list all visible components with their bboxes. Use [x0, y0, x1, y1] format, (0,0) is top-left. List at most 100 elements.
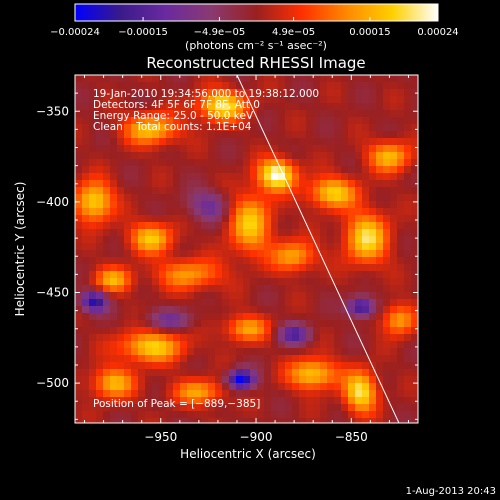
heatmap-cell [306, 271, 314, 279]
heatmap-cell [327, 187, 335, 195]
heatmap-cell [376, 334, 384, 342]
heatmap-cell [376, 362, 384, 370]
heatmap-cell [313, 173, 321, 181]
heatmap-cell [229, 236, 237, 244]
heatmap-cell [355, 313, 363, 321]
heatmap-cell [369, 264, 377, 272]
heatmap-cell [341, 138, 349, 146]
heatmap-cell [89, 89, 97, 97]
heatmap-cell [215, 89, 223, 97]
heatmap-cell [124, 159, 132, 167]
heatmap-cell [404, 103, 412, 111]
heatmap-cell [152, 271, 160, 279]
heatmap-cell [355, 376, 363, 384]
heatmap-cell [292, 271, 300, 279]
heatmap-cell [341, 313, 349, 321]
heatmap-cell [404, 138, 412, 146]
heatmap-cell [285, 187, 293, 195]
heatmap-cell [271, 292, 279, 300]
heatmap-cell [194, 159, 202, 167]
heatmap-cell [173, 369, 181, 377]
heatmap-cell [404, 327, 412, 335]
heatmap-cell [187, 89, 195, 97]
heatmap-cell [201, 299, 209, 307]
heatmap-cell [159, 341, 167, 349]
heatmap-cell [222, 117, 230, 125]
heatmap-cell [348, 194, 356, 202]
heatmap-cell [348, 369, 356, 377]
heatmap-cell [299, 187, 307, 195]
heatmap-cell [96, 96, 104, 104]
heatmap-cell [208, 404, 216, 412]
heatmap-cell [362, 299, 370, 307]
heatmap-cell [348, 145, 356, 153]
heatmap-cell [355, 103, 363, 111]
heatmap-cell [285, 180, 293, 188]
heatmap-cell [383, 250, 391, 258]
heatmap-cell [411, 397, 418, 405]
heatmap-cell [348, 348, 356, 356]
heatmap-cell [194, 173, 202, 181]
heatmap-cell [75, 376, 83, 384]
heatmap-cell [383, 292, 391, 300]
heatmap-cell [257, 138, 265, 146]
heatmap-cell [397, 369, 405, 377]
heatmap-cell [369, 306, 377, 314]
heatmap-cell [75, 159, 83, 167]
heatmap-cell [397, 208, 405, 216]
heatmap-cell [208, 355, 216, 363]
heatmap-cell [376, 278, 384, 286]
heatmap-cell [166, 278, 174, 286]
heatmap-cell [180, 292, 188, 300]
heatmap-cell [404, 292, 412, 300]
heatmap-cell [201, 103, 209, 111]
heatmap-cell [250, 348, 258, 356]
heatmap-cell [138, 397, 146, 405]
heatmap-cell [75, 103, 83, 111]
heatmap-cell [313, 124, 321, 132]
heatmap-cell [397, 355, 405, 363]
heatmap-cell [334, 131, 342, 139]
heatmap-cell [341, 110, 349, 118]
heatmap-cell [313, 201, 321, 209]
heatmap-cell [327, 250, 335, 258]
heatmap-cell [75, 222, 83, 230]
heatmap-cell [376, 166, 384, 174]
heatmap-cell [285, 159, 293, 167]
heatmap-cell [187, 82, 195, 90]
heatmap-cell [229, 383, 237, 391]
heatmap-cell [82, 348, 90, 356]
heatmap-cell [152, 257, 160, 265]
heatmap-cell [411, 411, 418, 419]
heatmap-cell [82, 327, 90, 335]
heatmap-cell [222, 299, 230, 307]
heatmap-cell [404, 313, 412, 321]
heatmap-cell [257, 341, 265, 349]
heatmap-cell [194, 411, 202, 419]
heatmap-cell [75, 208, 83, 216]
heatmap-cell [334, 362, 342, 370]
heatmap-cell [404, 257, 412, 265]
heatmap-cell [166, 124, 174, 132]
heatmap-cell [152, 418, 160, 423]
heatmap-cell [222, 208, 230, 216]
colorbar-tick-label: −4.9e−05 [194, 27, 246, 38]
heatmap-cell [131, 376, 139, 384]
heatmap-cell [187, 229, 195, 237]
heatmap-cell [390, 341, 398, 349]
heatmap-cell [89, 124, 97, 132]
heatmap-cell [166, 75, 174, 83]
heatmap-cell [250, 278, 258, 286]
heatmap-cell [341, 250, 349, 258]
heatmap-cell [264, 362, 272, 370]
heatmap-cell [355, 334, 363, 342]
heatmap-cell [208, 103, 216, 111]
heatmap-cell [110, 82, 118, 90]
heatmap-cell [411, 278, 418, 286]
heatmap-cell [82, 411, 90, 419]
heatmap-cell [82, 341, 90, 349]
heatmap-cell [236, 257, 244, 265]
heatmap-cell [320, 355, 328, 363]
heatmap-cell [124, 89, 132, 97]
heatmap-cell [306, 404, 314, 412]
